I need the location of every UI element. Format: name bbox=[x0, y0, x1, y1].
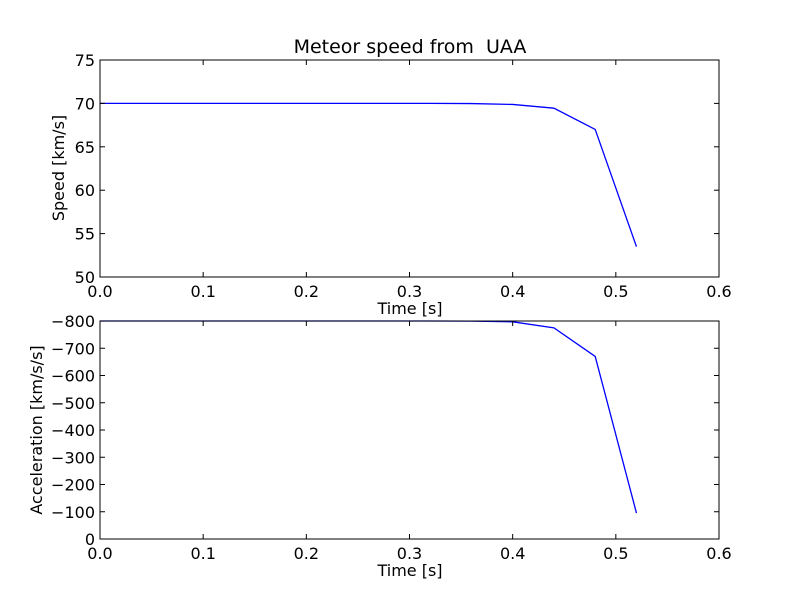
speed-y-tick-label: 60 bbox=[75, 181, 95, 200]
acceleration-x-tick-label: 0.1 bbox=[190, 544, 215, 563]
speed-x-tick-label: 0.6 bbox=[706, 282, 731, 301]
speed-y-tick-label: 50 bbox=[75, 268, 95, 287]
acceleration-y-tick-label: −800 bbox=[51, 312, 95, 331]
acceleration-y-tick-label: −400 bbox=[51, 421, 95, 440]
acceleration-y-tick-label: −500 bbox=[51, 394, 95, 413]
speed-x-tick-label: 0.5 bbox=[603, 282, 628, 301]
acceleration-plot: Time [s] Acceleration [km/s/s] 0.0 0.1 0.2… bbox=[27, 312, 732, 580]
acceleration-y-tick-label: −200 bbox=[51, 476, 95, 495]
speed-y-tick-label: 55 bbox=[75, 225, 95, 244]
acceleration-x-tick-label: 0.3 bbox=[397, 544, 422, 563]
speed-y-tick-label: 70 bbox=[75, 94, 95, 113]
speed-y-tick-label: 75 bbox=[75, 51, 95, 70]
acceleration-y-tick-label: −600 bbox=[51, 367, 95, 386]
speed-x-tick-label: 0.0 bbox=[87, 282, 112, 301]
speed-y-axis-label: Speed [km/s] bbox=[49, 115, 68, 221]
acceleration-x-tick-label: 0.5 bbox=[603, 544, 628, 563]
speed-y-tick-label: 65 bbox=[75, 138, 95, 157]
acceleration-x-tick-label: 0.6 bbox=[706, 544, 731, 563]
speed-x-tick-label: 0.4 bbox=[500, 282, 525, 301]
speed-series-line bbox=[100, 102, 638, 247]
chart-title: Meteor speed from UAA bbox=[294, 36, 527, 58]
speed-x-tick-label: 0.2 bbox=[294, 282, 319, 301]
acceleration-x-axis-label: Time [s] bbox=[376, 561, 442, 580]
acceleration-x-tick-label: 0.4 bbox=[500, 544, 525, 563]
acceleration-x-tick-label: 0.2 bbox=[294, 544, 319, 563]
acceleration-x-tick-label: 0.0 bbox=[87, 544, 112, 563]
speed-x-tick-label: 0.3 bbox=[397, 282, 422, 301]
acceleration-y-tick-label: −300 bbox=[51, 448, 95, 467]
acceleration-y-axis-label: Acceleration [km/s/s] bbox=[27, 345, 46, 514]
acceleration-y-tick-label: 0 bbox=[85, 530, 95, 549]
speed-x-axis-label: Time [s] bbox=[376, 299, 442, 318]
acceleration-y-tick-label: −100 bbox=[51, 503, 95, 522]
speed-x-tick-label: 0.1 bbox=[190, 282, 215, 301]
acceleration-y-tick-label: −700 bbox=[51, 339, 95, 358]
speed-plot: Time [s] Speed [km/s] 0.0 0.1 0.2 0.3 0.4 0.5… bbox=[49, 51, 732, 318]
